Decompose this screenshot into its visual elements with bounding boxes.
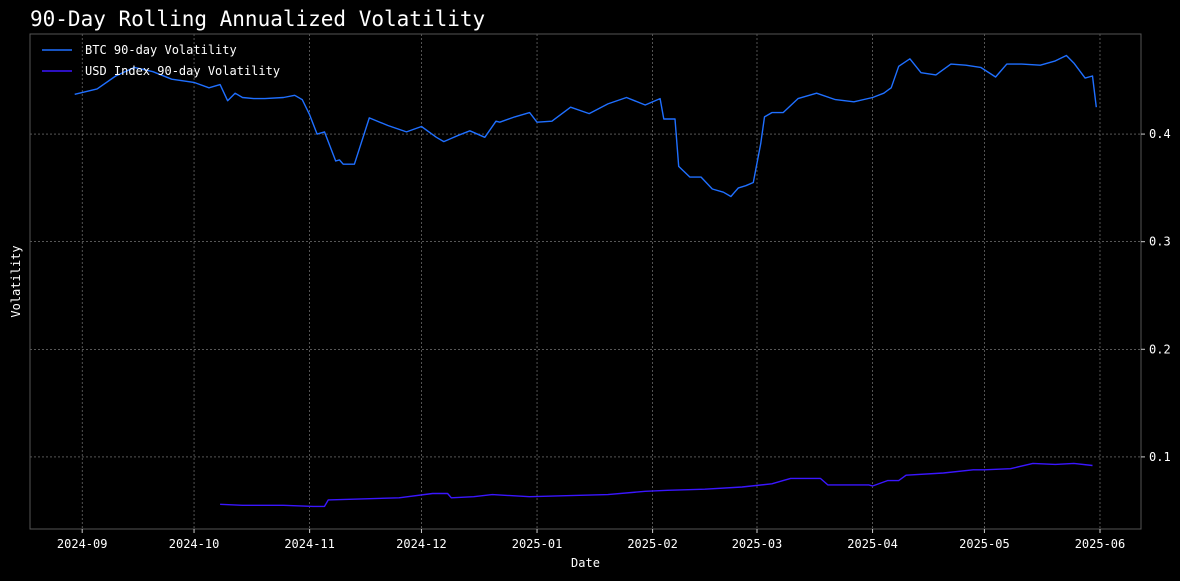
y-tick-label: 0.2 — [1149, 342, 1171, 356]
plot-frame — [29, 33, 1142, 530]
x-axis-ticks: 2024-09 2024-10 2024-11 2024-12 2025-01 2025-… — [57, 529, 1125, 551]
btc-volatility-line — [74, 54, 1097, 198]
x-tick-label: 2025-02 — [627, 537, 678, 551]
series-lines — [74, 54, 1097, 508]
x-tick-label: 2024-12 — [396, 537, 447, 551]
x-tick-label: 2024-11 — [284, 537, 335, 551]
x-tick-label: 2025-06 — [1075, 537, 1126, 551]
y-axis-label: Volatility — [9, 245, 23, 317]
x-axis-label: Date — [571, 556, 600, 570]
x-tick-label: 2025-05 — [959, 537, 1010, 551]
chart-title: 90-Day Rolling Annualized Volatility — [30, 7, 485, 31]
x-tick-label: 2024-10 — [169, 537, 220, 551]
grid-lines — [30, 34, 1141, 529]
legend-label-btc: BTC 90-day Volatility — [85, 43, 237, 57]
x-tick-label: 2024-09 — [57, 537, 108, 551]
chart-legend: BTC 90-day Volatility USD Index 90-day V… — [42, 43, 280, 78]
y-tick-label: 0.4 — [1149, 127, 1171, 141]
usd-index-volatility-line — [220, 462, 1093, 508]
legend-label-usd-index: USD Index 90-day Volatility — [85, 64, 280, 78]
x-tick-label: 2025-01 — [512, 537, 563, 551]
y-axis-ticks: 0.1 0.2 0.3 0.4 — [1141, 127, 1171, 464]
x-tick-label: 2025-03 — [732, 537, 783, 551]
y-tick-label: 0.3 — [1149, 235, 1171, 249]
y-tick-label: 0.1 — [1149, 450, 1171, 464]
x-tick-label: 2025-04 — [847, 537, 898, 551]
